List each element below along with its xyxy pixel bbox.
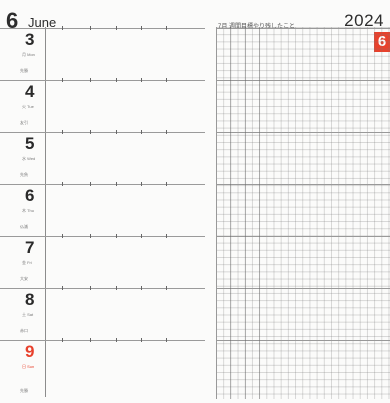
grid-day-separator bbox=[216, 132, 390, 133]
day-number: 5 bbox=[25, 134, 35, 153]
hour-tick bbox=[141, 338, 142, 342]
hour-tick bbox=[116, 182, 117, 186]
grid-pattern bbox=[216, 27, 390, 399]
day-number: 8 bbox=[25, 290, 35, 309]
hour-tick bbox=[166, 130, 167, 134]
hour-tick bbox=[90, 26, 91, 30]
day-row[interactable]: 友引 5 水 Wed bbox=[0, 120, 205, 184]
day-number: 3 bbox=[25, 30, 35, 49]
day-row[interactable]: 先負 6 木 Thu bbox=[0, 172, 205, 236]
hour-tick bbox=[116, 286, 117, 290]
weekday-label: 土 Sat bbox=[22, 312, 34, 317]
grid-day-separator bbox=[216, 288, 390, 289]
hour-tick bbox=[62, 182, 63, 186]
hour-tick bbox=[141, 78, 142, 82]
hour-tick bbox=[166, 26, 167, 30]
month-name: June bbox=[28, 15, 57, 30]
day-rule bbox=[0, 340, 205, 341]
hour-tick bbox=[166, 182, 167, 186]
notes-grid[interactable] bbox=[216, 27, 390, 399]
hour-tick bbox=[90, 182, 91, 186]
day-rule bbox=[0, 80, 205, 81]
day-row[interactable]: 赤口 9 日 Sun bbox=[0, 328, 205, 392]
hour-tick bbox=[116, 26, 117, 30]
grid-day-separator bbox=[216, 184, 390, 185]
day-row[interactable]: 仏滅 7 金 Fri bbox=[0, 224, 205, 288]
day-number: 9 bbox=[25, 342, 35, 361]
hour-tick bbox=[166, 338, 167, 342]
hour-tick bbox=[141, 182, 142, 186]
grid-day-separator bbox=[216, 236, 390, 237]
weekday-label: 月 Mon bbox=[22, 52, 35, 57]
hour-tick bbox=[166, 78, 167, 82]
hour-tick bbox=[90, 338, 91, 342]
hour-tick bbox=[166, 286, 167, 290]
grid-column-line bbox=[230, 27, 231, 399]
hour-tick bbox=[116, 338, 117, 342]
day-rule bbox=[0, 28, 205, 29]
hour-tick bbox=[62, 338, 63, 342]
hour-tick bbox=[62, 234, 63, 238]
weekday-label: 火 Tue bbox=[22, 104, 34, 109]
hour-tick bbox=[116, 78, 117, 82]
month-number: 6 bbox=[6, 8, 19, 33]
day-row[interactable]: 3 月 Mon bbox=[0, 26, 205, 80]
day-rule bbox=[0, 132, 205, 133]
weekday-label: 日 Sun bbox=[22, 364, 35, 369]
weekday-label: 水 Wed bbox=[22, 156, 36, 161]
hour-tick bbox=[116, 130, 117, 134]
hour-tick bbox=[62, 286, 63, 290]
day-row[interactable]: 先勝 4 火 Tue bbox=[0, 68, 205, 132]
day-note: 仏滅 bbox=[20, 224, 28, 229]
hour-tick bbox=[90, 234, 91, 238]
day-note: 赤口 bbox=[20, 328, 28, 333]
hour-tick bbox=[141, 286, 142, 290]
grid-column-line bbox=[245, 27, 246, 399]
day-note: 先負 bbox=[20, 172, 28, 177]
day-number: 7 bbox=[25, 238, 35, 257]
hour-tick bbox=[90, 286, 91, 290]
day-rule bbox=[0, 288, 205, 289]
hour-tick bbox=[90, 130, 91, 134]
day-rule bbox=[0, 184, 205, 185]
day-number: 6 bbox=[25, 186, 35, 205]
year-label: 2024 bbox=[344, 11, 384, 30]
notes-heading: 7月 週間目標やり残したこと bbox=[218, 21, 295, 30]
grid-column-line bbox=[259, 27, 260, 399]
day-note: 先勝 bbox=[20, 68, 28, 73]
weekday-label: 金 Fri bbox=[22, 260, 32, 265]
day-note: 友引 bbox=[20, 120, 28, 125]
hour-tick bbox=[141, 234, 142, 238]
hour-tick bbox=[141, 26, 142, 30]
grid-day-separator bbox=[216, 80, 390, 81]
day-note: 大安 bbox=[20, 276, 28, 281]
grid-border bbox=[216, 27, 217, 399]
day-rule bbox=[0, 236, 205, 237]
hour-tick bbox=[62, 26, 63, 30]
day-row[interactable]: 大安 8 土 Sat bbox=[0, 276, 205, 340]
hour-tick bbox=[166, 234, 167, 238]
hour-tick bbox=[62, 78, 63, 82]
hour-tick bbox=[141, 130, 142, 134]
hour-tick bbox=[62, 130, 63, 134]
grid-day-separator bbox=[216, 340, 390, 341]
month-index-tab[interactable]: 6 bbox=[374, 32, 390, 52]
weekday-label: 木 Thu bbox=[22, 208, 35, 213]
grid-day-separator bbox=[216, 28, 390, 29]
hour-tick bbox=[116, 234, 117, 238]
day-number: 4 bbox=[25, 82, 35, 101]
hour-tick bbox=[90, 78, 91, 82]
footer-note: 先勝 bbox=[20, 388, 28, 393]
time-spine bbox=[45, 27, 46, 397]
